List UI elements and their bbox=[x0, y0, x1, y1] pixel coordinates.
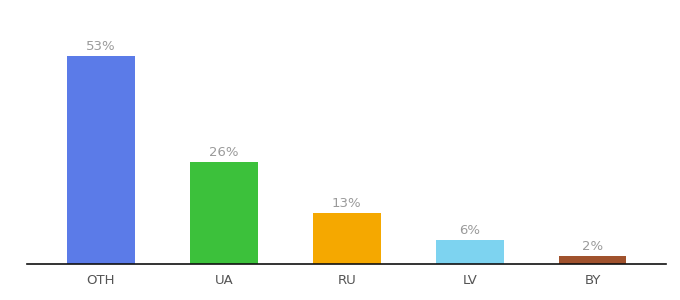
Bar bbox=[559, 256, 626, 264]
Text: 6%: 6% bbox=[459, 224, 480, 237]
Bar bbox=[67, 56, 135, 264]
Bar bbox=[436, 241, 503, 264]
Text: 53%: 53% bbox=[86, 40, 116, 53]
Text: 2%: 2% bbox=[582, 240, 603, 253]
Text: 26%: 26% bbox=[209, 146, 239, 159]
Bar bbox=[190, 162, 258, 264]
Text: 13%: 13% bbox=[332, 197, 362, 210]
Bar bbox=[313, 213, 381, 264]
